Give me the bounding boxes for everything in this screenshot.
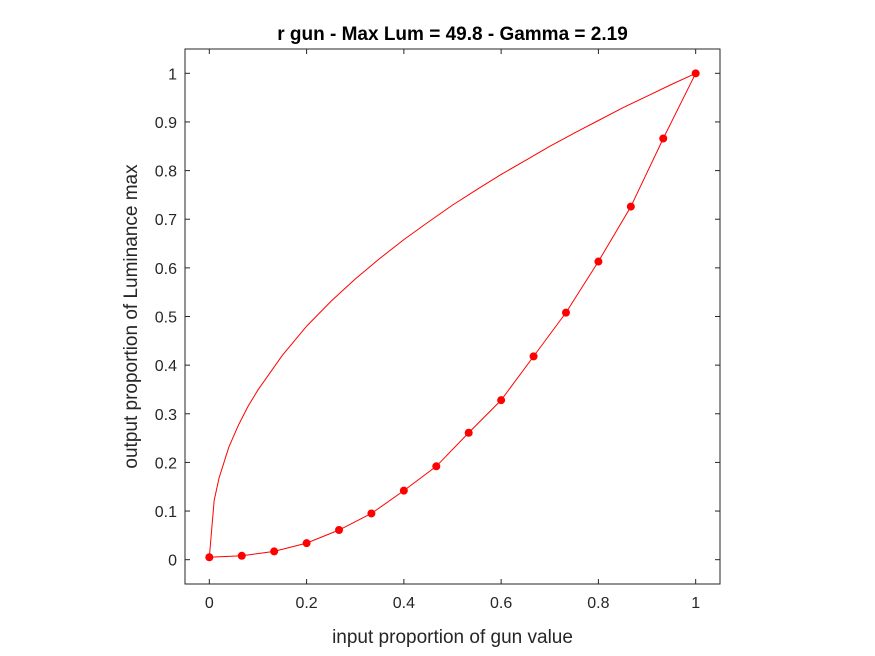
series-1-point <box>399 486 408 495</box>
x-tick-label: 0.6 <box>490 595 512 612</box>
y-tick-label: 0.8 <box>155 164 177 181</box>
y-tick-label: 0.5 <box>155 310 177 327</box>
x-axis-ticks: 0 0.2 0.4 0.6 0.8 1 <box>205 49 700 612</box>
series-1-point <box>432 462 441 471</box>
y-tick-label: 0.7 <box>155 212 177 229</box>
x-tick-label: 0.2 <box>295 595 317 612</box>
series-1-point <box>335 526 344 535</box>
y-axis-ticks: 0 0.1 0.2 0.3 0.4 0.5 0.6 0.7 0.8 0.9 1 <box>155 66 720 570</box>
series-1-point <box>529 352 538 361</box>
series-1-point <box>464 428 473 437</box>
series-layer <box>205 69 700 562</box>
series-2-line <box>208 72 696 558</box>
series-1-point <box>594 257 603 266</box>
plot-area <box>185 49 720 584</box>
y-axis-label: output proportion of Luminance max <box>121 164 142 469</box>
series-1-point <box>659 134 668 143</box>
series-1-point <box>626 202 635 211</box>
y-tick-label: 0.9 <box>155 115 177 132</box>
x-axis-label: input proportion of gun value <box>332 627 573 648</box>
y-tick-label: 0.3 <box>155 407 177 424</box>
y-tick-label: 0.4 <box>155 358 177 375</box>
series-1-point <box>302 539 311 548</box>
series-1-point <box>561 308 570 317</box>
chart-title: r gun - Max Lum = 49.8 - Gamma = 2.19 <box>277 24 628 45</box>
x-tick-label: 1 <box>691 595 700 612</box>
x-tick-label: 0.4 <box>393 595 415 612</box>
series-1-point <box>367 509 376 518</box>
y-tick-label: 0.1 <box>155 504 177 521</box>
x-tick-label: 0.8 <box>587 595 609 612</box>
y-tick-label: 0 <box>168 553 177 570</box>
y-tick-label: 0.6 <box>155 261 177 278</box>
series-1-line <box>209 73 697 558</box>
series-1-point <box>237 551 246 560</box>
x-tick-label: 0 <box>205 595 214 612</box>
series-1-point <box>270 547 279 556</box>
y-tick-label: 0.2 <box>155 455 177 472</box>
series-1-point <box>497 396 506 405</box>
y-tick-label: 1 <box>168 66 177 83</box>
